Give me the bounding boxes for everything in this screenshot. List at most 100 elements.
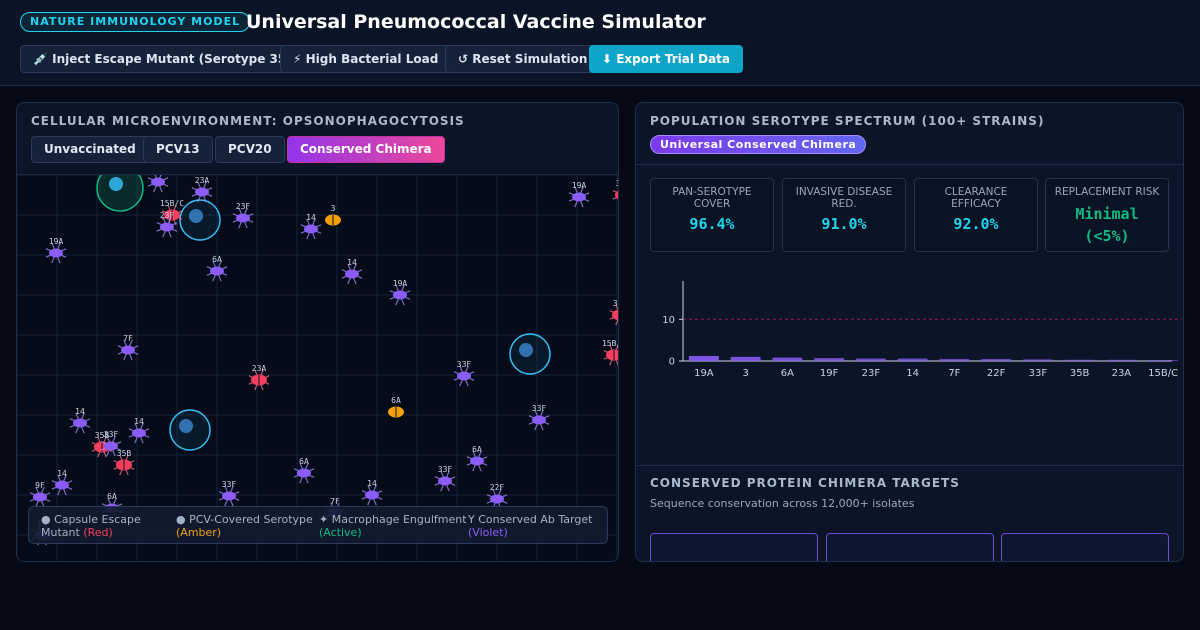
sim-grid [17,175,618,561]
serotype-label: 14 [306,213,316,222]
simulation-canvas[interactable]: 23A15B/C23F23F14319A6A1419A19A35B1935B15… [17,174,619,562]
serotype-label: 7F [330,497,340,506]
x-tick-label: 7F [948,368,960,379]
inject-escape-mutant-button[interactable]: 💉 Inject Escape Mutant (Serotype 35B) [20,45,314,73]
tab-pcv20[interactable]: PCV20 [215,136,285,163]
serotype-label: 33F [438,465,453,474]
bar-3[interactable] [730,356,761,361]
serotype-label: 22F [490,483,505,492]
x-tick-label: 14 [906,368,919,379]
spectrum-header: POPULATION SEROTYPE SPECTRUM (100+ STRAI… [636,103,1183,165]
bacterium-conserved[interactable]: 33F [453,360,475,387]
serotype-label: 23A [195,176,210,185]
bar-6A[interactable] [772,357,803,361]
legend-escape-note: (Red) [83,526,113,539]
bacterium-conserved[interactable]: 14 [300,213,322,240]
serotype-label: 9F [35,481,45,490]
immune-cell[interactable] [179,199,221,241]
x-tick-label: 6A [781,368,794,379]
bacterium-escape[interactable]: 15B/C [160,199,184,226]
bacterium-conserved[interactable]: 14 [69,407,91,434]
serotype-label: 14 [367,479,377,488]
legend-escape-mutant: ● Capsule Escape Mutant (Red) [41,513,171,539]
bacterium-conserved[interactable]: 14 [341,258,363,285]
bar-14[interactable] [897,358,928,361]
immune-cell[interactable] [509,333,551,375]
spectrum-title: POPULATION SEROTYPE SPECTRUM (100+ STRAI… [650,114,1045,128]
bacterium-escape[interactable]: 35B [609,299,619,326]
serotype-label: 33F [532,404,547,413]
bacterium-conserved[interactable]: 33F [218,480,240,507]
bacterium-conserved[interactable]: 23F [232,202,254,229]
legend-conserved-label: Y Conserved Ab Target [468,513,593,526]
bacterium-conserved[interactable]: 6A [293,457,315,484]
bar-15B/C[interactable] [1148,360,1179,361]
bacterium-conserved[interactable]: 6A [206,255,228,282]
serotype-label: 35B [613,299,619,308]
bacterium-conserved[interactable]: 19A [45,237,67,264]
target-card[interactable] [826,533,994,561]
bacterium-conserved[interactable]: 19A [568,181,590,208]
x-tick-label: 22F [987,368,1006,379]
immune-cell[interactable] [169,409,211,451]
target-card[interactable] [1001,533,1169,561]
high-bacterial-load-button[interactable]: ⚡ High Bacterial Load [280,45,452,73]
bacterium-escape[interactable]: 15B/C [602,339,619,366]
divider [636,465,1183,466]
bar-23A[interactable] [1106,359,1137,361]
bacterium-escape[interactable]: 23A [248,364,270,391]
bacterium-conserved[interactable]: 23F [156,211,178,238]
bacterium-conserved[interactable]: 7F [117,334,139,361]
metric-invasive-disease: INVASIVE DISEASE RED. 91.0% [782,178,906,252]
x-tick-label: 19F [820,368,839,379]
legend-macrophage-note: (Active) [319,526,362,539]
metric-value: 92.0% [953,215,999,233]
bacterium-conserved[interactable]: 14 [128,417,150,444]
export-trial-data-button[interactable]: ⬇ Export Trial Data [589,45,744,73]
bacterium-escape[interactable]: 35B [113,449,135,476]
tab-unvaccinated[interactable]: Unvaccinated [31,136,149,163]
microenvironment-title: CELLULAR MICROENVIRONMENT: OPSONOPHAGOCY… [31,114,465,128]
tab-conserved-chimera[interactable]: Conserved Chimera [287,136,445,163]
bacterium-conserved[interactable]: 6A [466,445,488,472]
tab-pcv13[interactable]: PCV13 [143,136,213,163]
bar-35B[interactable] [1064,359,1095,361]
target-card[interactable] [650,533,818,561]
metric-label: PAN-SEROTYPE COVER [672,186,752,210]
x-tick-label: 19A [694,368,714,379]
bacterium-covered[interactable]: 6A [388,396,404,418]
serotype-label: 15B/C [602,339,619,348]
x-tick-label: 15B/C [1148,368,1178,379]
reset-simulation-button[interactable]: ↺ Reset Simulation [445,45,601,73]
metric-value: 91.0% [821,215,867,233]
bar-7F[interactable] [939,358,970,361]
bar-19A[interactable] [688,355,719,361]
bacterium-conserved[interactable]: 19A [389,279,411,306]
bacterium-escape[interactable]: 35B [612,179,619,205]
bacterium-conserved[interactable]: 23A [191,176,213,203]
bar-23F[interactable] [855,358,886,361]
bacterium-conserved[interactable]: 33F [100,430,122,457]
bacterium-conserved[interactable]: 33F [434,465,456,492]
bacterium-covered[interactable]: 3 [325,204,341,226]
bar-19F[interactable] [814,358,845,361]
bar-22F[interactable] [981,358,1012,361]
serotype-label: 33F [104,430,119,439]
y-tick-label: 10 [662,315,675,326]
bar-33F[interactable] [1022,359,1053,361]
macrophage-cell[interactable] [96,175,144,212]
legend-macrophage-label: ✦ Macrophage Engulfment [319,513,467,526]
bacterium-escape[interactable]: 35B [91,431,113,458]
serotype-label: 7F [123,334,133,343]
bacterium-conserved[interactable]: 14 [51,469,73,496]
bacterium-conserved[interactable]: 33F [528,404,550,431]
x-tick-label: 33F [1029,368,1048,379]
serotype-label: 19A [393,279,408,288]
serotype-label: 15B/C [160,199,184,208]
bacterium-conserved[interactable]: 22F [486,483,508,510]
bacterium-conserved[interactable]: 9F [29,481,51,508]
bacterium-conserved[interactable]: 14 [361,479,383,506]
serotype-label: 6A [107,492,117,501]
simulation-svg[interactable]: 23A15B/C23F23F14319A6A1419A19A35B1935B15… [17,175,619,562]
bacterium-conserved[interactable] [147,175,169,193]
